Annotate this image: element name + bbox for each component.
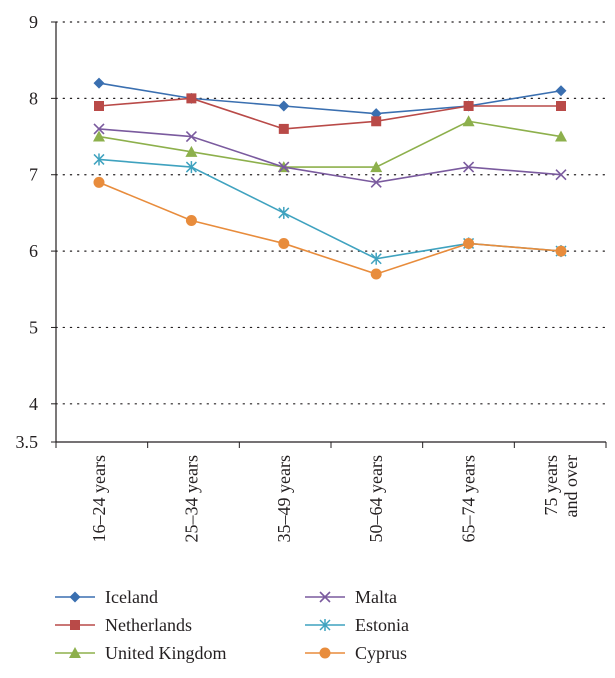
legend-label: Netherlands bbox=[105, 615, 192, 635]
data-point-malta bbox=[185, 130, 197, 143]
data-point-malta bbox=[370, 176, 382, 188]
data-point-netherlands bbox=[463, 101, 474, 111]
y-tick-label: 3.5 bbox=[16, 432, 39, 452]
series-united-kingdom bbox=[93, 115, 567, 173]
data-point-cyprus bbox=[463, 237, 475, 249]
data-point-united-kingdom bbox=[462, 115, 475, 127]
x-tick-label: and over bbox=[561, 455, 581, 517]
x-stroke bbox=[278, 161, 290, 173]
x-tick-label: 25–34 years bbox=[181, 455, 201, 542]
legend-label: Malta bbox=[355, 587, 397, 607]
legend-item-united-kingdom: United Kingdom bbox=[55, 643, 227, 663]
data-point-cyprus bbox=[555, 245, 567, 257]
series-line-cyprus bbox=[98, 181, 562, 275]
data-point-iceland bbox=[278, 100, 290, 112]
x-stroke bbox=[185, 130, 197, 143]
legend-marker bbox=[319, 591, 331, 603]
legend-item-cyprus: Cyprus bbox=[305, 643, 407, 663]
data-point-united-kingdom bbox=[370, 161, 383, 173]
data-point-malta bbox=[555, 169, 567, 181]
y-tick-label: 4 bbox=[29, 394, 38, 414]
data-point-cyprus bbox=[370, 268, 382, 280]
data-point-netherlands bbox=[371, 116, 382, 127]
legend-marker bbox=[319, 647, 331, 659]
data-point-cyprus bbox=[185, 215, 197, 227]
legend-item-estonia: Estonia bbox=[305, 615, 409, 635]
legend-marker bbox=[319, 619, 331, 631]
series-line-iceland bbox=[98, 82, 562, 115]
legend: Iceland Netherlands United Kingdom Malta Est… bbox=[55, 587, 409, 663]
legend-item-netherlands: Netherlands bbox=[55, 615, 192, 635]
y-axis-ticks: 9 8 7 6 5 4 3.5 bbox=[16, 12, 56, 452]
legend-label: United Kingdom bbox=[105, 643, 227, 663]
data-point-united-kingdom bbox=[93, 130, 105, 142]
y-tick-label: 9 bbox=[29, 12, 38, 32]
data-point-netherlands bbox=[94, 101, 104, 111]
x-axis-ticks: 16–24 years 25–34 years 35–49 years 50–64 y… bbox=[89, 455, 581, 542]
legend-item-iceland: Iceland bbox=[55, 587, 158, 607]
series-line-netherlands bbox=[98, 97, 561, 130]
data-point-estonia bbox=[93, 153, 105, 166]
series-malta bbox=[93, 123, 567, 188]
legend-label: Estonia bbox=[355, 615, 409, 635]
legend-label: Iceland bbox=[105, 587, 158, 607]
data-point-malta bbox=[463, 161, 475, 173]
y-tick-label: 7 bbox=[29, 165, 38, 185]
x-tick-label: 65–74 years bbox=[459, 455, 479, 542]
data-point-malta bbox=[93, 123, 105, 135]
data-point-united-kingdom bbox=[185, 145, 198, 157]
y-tick-label: 5 bbox=[29, 317, 38, 337]
x-tick-label: 35–49 years bbox=[274, 455, 294, 542]
x-stroke bbox=[93, 123, 105, 135]
y-tick-label: 6 bbox=[29, 241, 38, 261]
x-tick-label: 75 years bbox=[541, 455, 561, 515]
axes bbox=[55, 22, 607, 448]
series bbox=[93, 77, 567, 280]
series-netherlands bbox=[94, 93, 566, 134]
data-point-estonia bbox=[370, 252, 382, 265]
legend-label: Cyprus bbox=[355, 643, 407, 663]
legend-marker bbox=[69, 647, 81, 658]
data-point-cyprus bbox=[278, 237, 290, 249]
x-stroke bbox=[463, 161, 475, 173]
data-point-malta bbox=[278, 161, 290, 173]
x-stroke bbox=[555, 169, 567, 181]
data-point-iceland bbox=[93, 77, 105, 89]
data-point-netherlands bbox=[556, 101, 566, 111]
data-point-netherlands bbox=[278, 123, 289, 134]
data-point-cyprus bbox=[93, 176, 105, 188]
x-tick-label: 50–64 years bbox=[366, 455, 386, 542]
series-line-malta bbox=[98, 128, 562, 184]
data-point-netherlands bbox=[186, 93, 197, 104]
data-point-estonia bbox=[185, 161, 197, 174]
legend-marker bbox=[69, 591, 81, 603]
series-cyprus bbox=[93, 176, 567, 280]
x-stroke bbox=[319, 591, 331, 603]
data-point-iceland bbox=[555, 85, 567, 97]
data-point-united-kingdom bbox=[555, 130, 567, 142]
x-tick-label: 16–24 years bbox=[89, 455, 109, 542]
series-line-united-kingdom bbox=[98, 120, 562, 168]
y-tick-label: 8 bbox=[29, 88, 38, 108]
legend-marker bbox=[70, 620, 80, 630]
x-stroke bbox=[370, 176, 382, 188]
data-point-estonia bbox=[278, 206, 290, 219]
legend-item-malta: Malta bbox=[305, 587, 397, 607]
gridlines bbox=[55, 21, 607, 405]
